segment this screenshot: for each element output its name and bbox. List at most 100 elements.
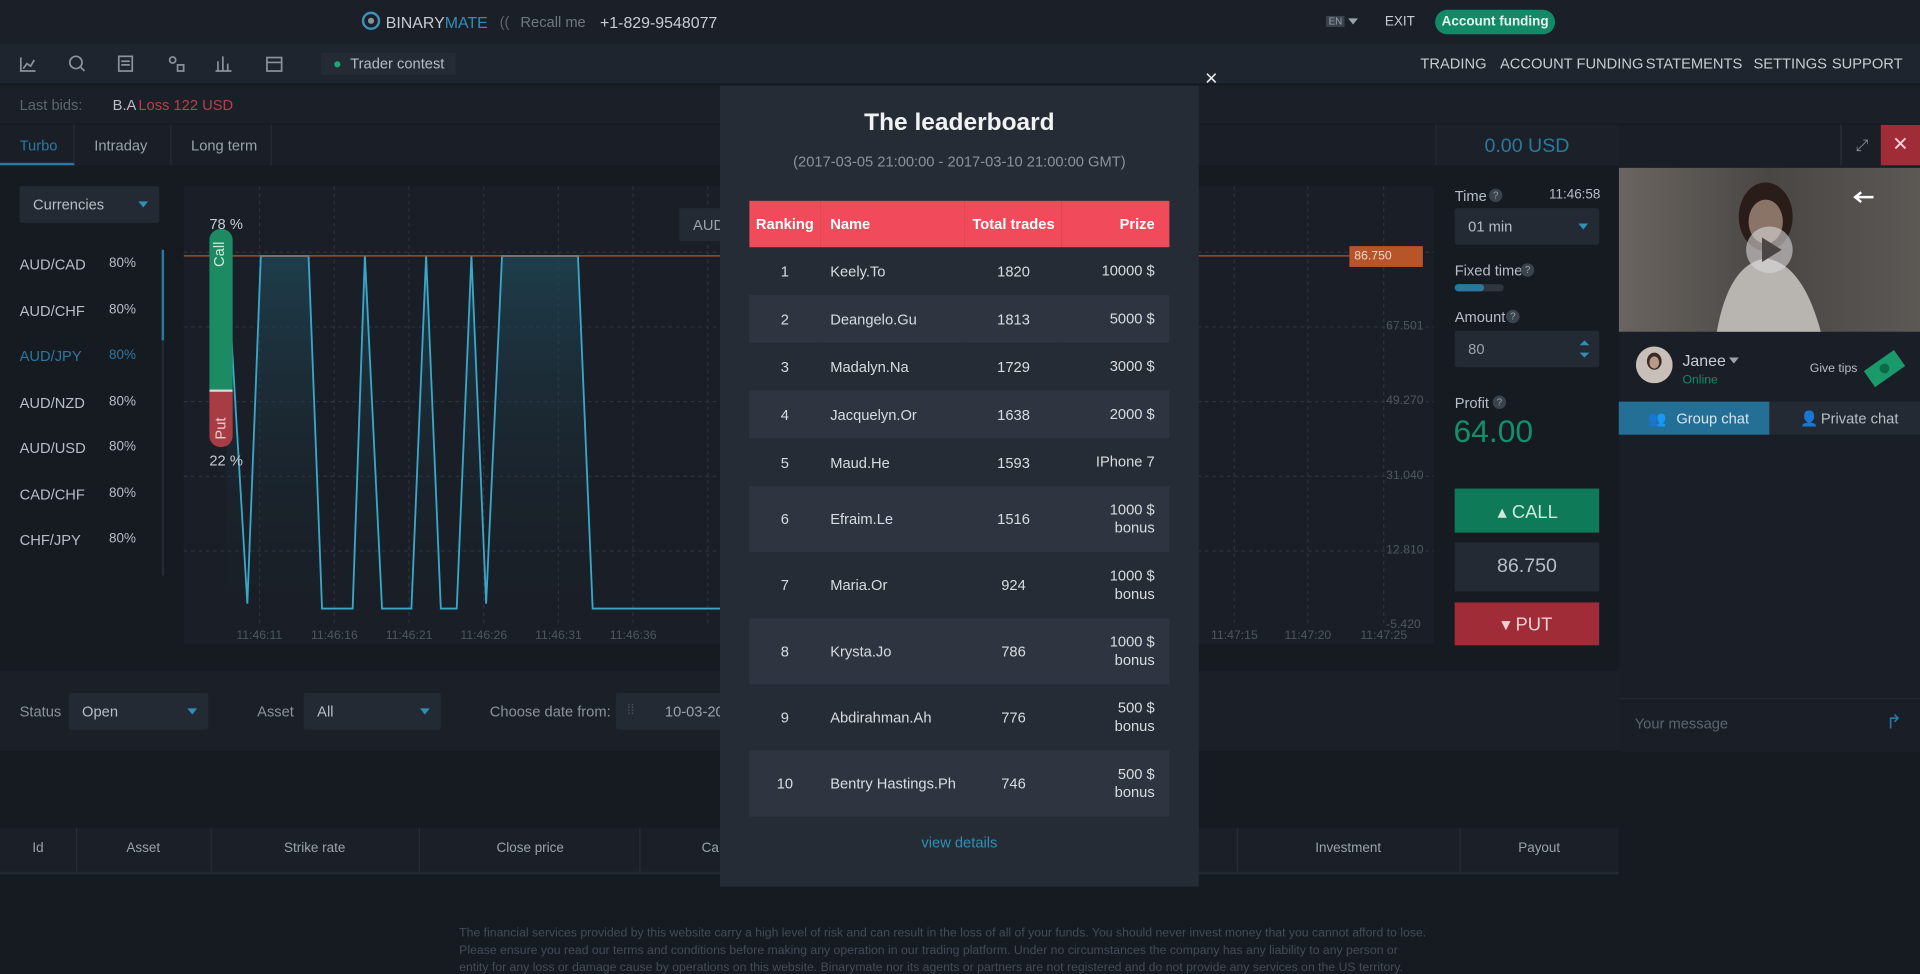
leaderboard-row[interactable]: 10 Bentry Hastings.Ph 746 500 $ bonus (749, 750, 1170, 817)
nav-item[interactable]: ACCOUNT FUNDING (1500, 55, 1644, 73)
group-chat[interactable]: Group chat (1676, 410, 1750, 428)
header-row: Ranking Name Total trades Prize (749, 200, 1170, 248)
asset-name[interactable]: AUD/CAD (19, 255, 86, 274)
recall[interactable]: Recall me (520, 13, 586, 31)
lang[interactable]: EN (1326, 15, 1345, 27)
amount-input[interactable]: 80 (1454, 330, 1600, 368)
contest-box[interactable] (320, 52, 456, 75)
message-input[interactable]: Your message (1634, 715, 1729, 733)
leaderboard-row[interactable]: 6 Efraim.Le 1516 1000 $ bonus (749, 486, 1170, 553)
column-header[interactable]: Investment (1315, 841, 1382, 856)
column-header[interactable]: Payout (1518, 841, 1561, 856)
nav-item[interactable]: SUPPORT (1831, 55, 1903, 73)
asset-name[interactable]: CAD/CHF (19, 485, 85, 503)
leaderboard-row[interactable]: 2 Deangelo.Gu 1813 5000 $ (749, 295, 1170, 343)
name: Deangelo.Gu (830, 310, 917, 328)
leaderboard-row[interactable]: 3 Madalyn.Na 1729 3000 $ (749, 342, 1170, 391)
leaderboard-row[interactable]: 1 Keely.To 1820 10000 $ (749, 247, 1170, 296)
duration: 01 min (1468, 217, 1513, 236)
asset-filter-value: Currencies (33, 195, 105, 214)
tab-label: Intraday (94, 137, 148, 155)
asset-name[interactable]: AUD/JPY (19, 347, 82, 365)
tab[interactable] (75, 124, 172, 166)
rank: 2 (780, 310, 789, 328)
help-icon[interactable]: ? (1492, 395, 1507, 409)
spinner[interactable] (1578, 338, 1590, 360)
date-input[interactable]: 10-03-20 (615, 693, 727, 730)
column-header[interactable]: Ca (701, 841, 719, 856)
y-axis-label: 12.810 (1386, 543, 1424, 558)
rank: 4 (780, 405, 789, 424)
y-axis-label: 49.270 (1386, 394, 1424, 408)
asset-name[interactable]: AUD/NZD (19, 393, 85, 411)
private-chat-tab[interactable] (1769, 401, 1920, 435)
contest-dot (334, 61, 341, 68)
asset-name[interactable]: CHF/JPY (19, 531, 81, 549)
cell: Krysta.Jo (820, 618, 964, 684)
tips-icon[interactable] (1861, 347, 1908, 391)
asset-name[interactable]: AUD/CHF (19, 301, 85, 319)
exit[interactable]: EXIT (1384, 14, 1415, 30)
x-axis-label: 11:46:21 (385, 629, 433, 643)
prize: 500 $ bonus (1114, 699, 1155, 735)
tab[interactable] (0, 124, 75, 166)
nav-item[interactable]: SETTINGS (1753, 55, 1827, 73)
expand-button[interactable]: ⤢ (1840, 124, 1882, 166)
private-chat[interactable]: Private chat (1820, 410, 1899, 428)
view-details[interactable]: view details (921, 833, 998, 852)
give-tips[interactable]: Give tips (1809, 362, 1858, 376)
leaderboard-row[interactable]: 9 Abdirahman.Ah 776 500 $ bonus (749, 684, 1170, 751)
modal-close[interactable]: × (1204, 66, 1218, 91)
tool-icons[interactable] (12, 51, 294, 75)
chat-user[interactable]: Janee (1682, 351, 1726, 370)
column-divider (1459, 827, 1461, 872)
put-button[interactable] (1454, 602, 1600, 646)
column-header[interactable]: Strike rate (283, 841, 346, 856)
logo-b: MATE (444, 13, 488, 32)
asset-payout: 80% (108, 255, 136, 271)
group-chat-tab[interactable] (1618, 401, 1770, 435)
nav-item[interactable]: TRADING (1420, 55, 1487, 73)
logo[interactable]: BINARYMATE (386, 13, 488, 31)
help-icon[interactable]: ? (1488, 188, 1503, 203)
funding-button[interactable]: Account funding (1435, 9, 1556, 35)
video[interactable] (1618, 167, 1920, 332)
leaderboard-row[interactable]: 7 Maria.Or 924 1000 $ bonus (749, 552, 1170, 619)
put-percent: 22 % (209, 451, 243, 469)
asset-name[interactable]: AUD/USD (19, 439, 86, 457)
trades: 786 (1001, 642, 1026, 661)
profit-label: Profit (1454, 394, 1489, 412)
trades: 776 (1001, 708, 1026, 727)
column-header[interactable]: Asset (126, 841, 161, 856)
modal-period: (2017-03-05 21:00:00 - 2017-03-10 21:00:… (793, 153, 1126, 171)
fixed-time-label: Fixed time (1454, 262, 1523, 280)
leaderboard-row[interactable]: 5 Maud.He 1593 IPhone 7 (749, 438, 1170, 487)
cell: IPhone 7 (1062, 438, 1169, 486)
contest[interactable]: Trader contest (350, 55, 445, 73)
chat-close[interactable]: ✕ (1880, 124, 1920, 166)
help-icon[interactable]: ? (1506, 309, 1520, 324)
cell: Madalyn.Na (820, 343, 964, 391)
column-header: Total trades (964, 200, 1063, 248)
send-button[interactable]: ↱ (1885, 712, 1903, 734)
balance: 0.00 USD (1484, 135, 1570, 157)
column-header[interactable]: Close price (496, 841, 564, 856)
y-axis-label: 31.040 (1386, 468, 1424, 483)
tab[interactable] (171, 124, 272, 166)
duration-select[interactable]: 01 min (1454, 208, 1600, 245)
caret (187, 708, 198, 715)
leaderboard-row[interactable]: 8 Krysta.Jo 786 1000 $ bonus (749, 618, 1170, 685)
fixed-time-toggle[interactable] (1454, 284, 1504, 292)
cell: Deangelo.Gu (820, 295, 964, 343)
help-icon[interactable]: ? (1520, 263, 1535, 277)
status-select[interactable]: Open (68, 693, 209, 730)
asset-filter[interactable]: Currencies (19, 186, 160, 223)
column-header[interactable]: Id (32, 841, 44, 856)
nav-item[interactable]: STATEMENTS (1645, 55, 1743, 73)
call-button[interactable] (1454, 488, 1600, 533)
user-caret (1728, 357, 1739, 364)
asset-select[interactable]: All (303, 693, 441, 730)
leaderboard-row[interactable]: 4 Jacquelyn.Or 1638 2000 $ (749, 390, 1170, 439)
rank: 3 (780, 358, 789, 376)
